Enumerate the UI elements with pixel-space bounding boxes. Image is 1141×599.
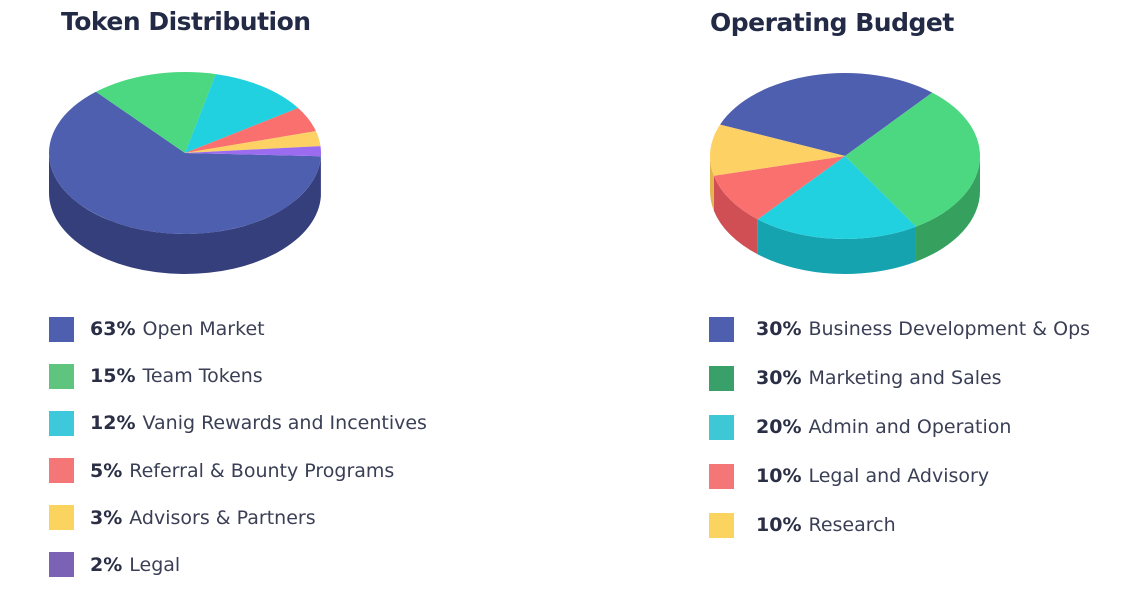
legend-percent: 63% (90, 318, 135, 340)
legend-item-referral-and-bounty-programs: 5% Referral & Bounty Programs (49, 458, 427, 484)
legend-swatch (49, 552, 74, 577)
legend-percent: 20% (756, 416, 801, 438)
legend-swatch (49, 505, 74, 530)
legend-label: Admin and Operation (808, 416, 1011, 438)
legend-label: Legal and Advisory (808, 465, 989, 487)
legend-swatch (49, 458, 74, 483)
legend-swatch (709, 513, 734, 538)
legend-label: Research (808, 514, 895, 536)
operating-budget-panel: Operating Budget 30%Business Development… (570, 0, 1141, 586)
legend-percent: 5% (90, 460, 122, 482)
legend-label: Legal (129, 554, 180, 576)
legend-label: Vanig Rewards and Incentives (142, 412, 426, 434)
legend-item-marketing-and-sales: 30% Marketing and Sales (709, 365, 1090, 391)
legend-item-legal: 2% Legal (49, 552, 427, 578)
legend-percent: 3% (90, 507, 122, 529)
legend-swatch (709, 415, 734, 440)
operating-budget-legend: 30% Business Development & Ops 30% Marketin… (709, 316, 1090, 561)
legend-swatch (49, 317, 74, 342)
legend-percent: 15% (90, 365, 135, 387)
legend-label: Marketing and Sales (808, 367, 1001, 389)
legend-item-advisors-and-partners: 3% Advisors & Partners (49, 505, 427, 531)
legend-item-vanig-rewards-and-incentives: 12% Vanig Rewards and Incentives (49, 410, 427, 436)
legend-item-legal-and-advisory: 10% Legal and Advisory (709, 463, 1090, 489)
legend-label: Open Market (142, 318, 264, 340)
legend-item-business-development-and-ops: 30% Business Development & Ops (709, 316, 1090, 342)
token-distribution-pie (0, 0, 570, 300)
legend-label: Team Tokens (142, 365, 262, 387)
legend-percent: 10% (756, 465, 801, 487)
legend-percent: 10% (756, 514, 801, 536)
legend-item-admin-and-operation: 20% Admin and Operation (709, 414, 1090, 440)
legend-percent: 30% (756, 318, 801, 340)
legend-label: Advisors & Partners (129, 507, 315, 529)
legend-swatch (49, 411, 74, 436)
legend-swatch (709, 366, 734, 391)
legend-swatch (709, 464, 734, 489)
legend-percent: 12% (90, 412, 135, 434)
legend-item-research: 10% Research (709, 512, 1090, 538)
legend-item-open-market: 63% Open Market (49, 316, 427, 342)
legend-swatch (709, 317, 734, 342)
legend-label: Referral & Bounty Programs (129, 460, 394, 482)
legend-percent: 2% (90, 554, 122, 576)
legend-swatch (49, 364, 74, 389)
token-distribution-legend: 63% Open Market 15% Team Tokens 12% Vanig Rew… (49, 316, 427, 599)
legend-label: Business Development & Ops (808, 318, 1090, 340)
legend-item-team-tokens: 15% Team Tokens (49, 363, 427, 389)
legend-percent: 30% (756, 367, 801, 389)
operating-budget-pie (570, 0, 1141, 300)
